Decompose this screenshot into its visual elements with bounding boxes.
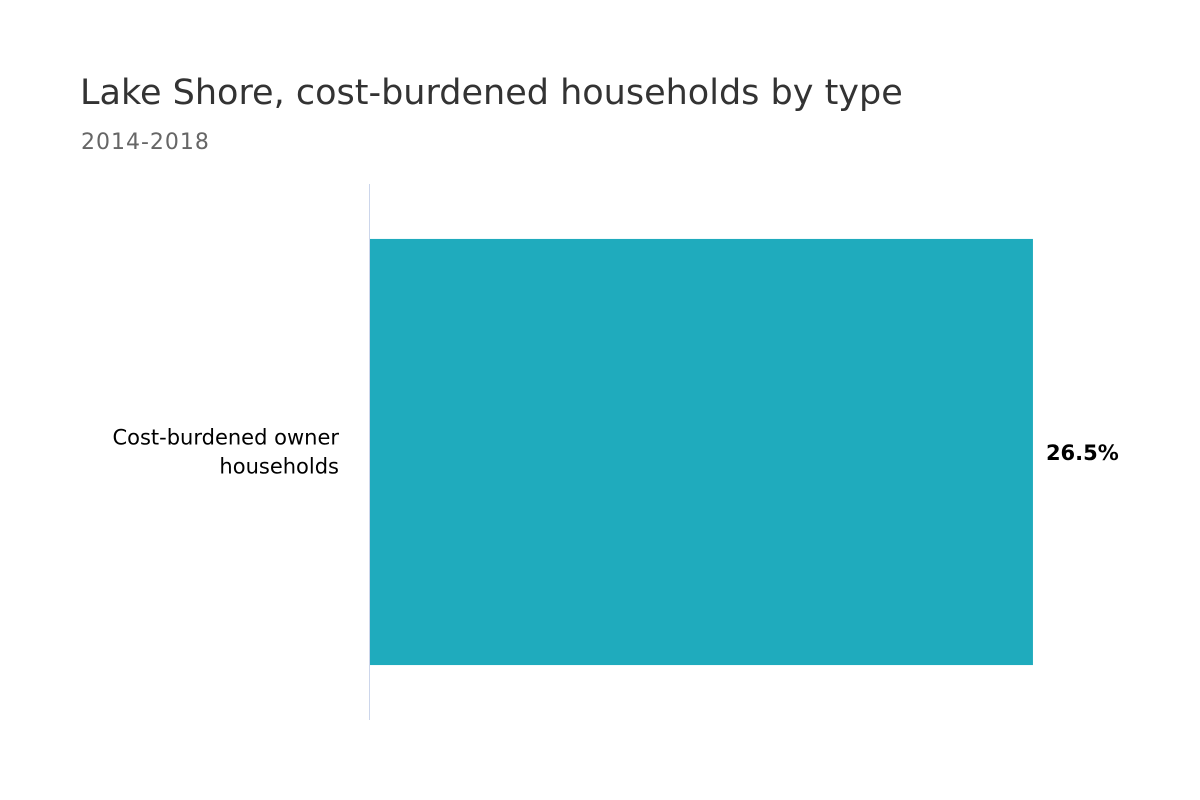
category-label-line: households — [219, 455, 339, 479]
category-label: Cost-burdened owner households — [112, 426, 339, 479]
category-label-line: Cost-burdened owner — [112, 426, 339, 450]
bar[interactable] — [370, 238, 1033, 666]
chart-title: Lake Shore, cost-burdened households by … — [80, 73, 903, 113]
category-labels: Cost-burdened owner households — [112, 426, 339, 479]
bars-layer — [370, 238, 1033, 666]
chart-subtitle: 2014-2018 — [81, 130, 210, 155]
data-label: 26.5% — [1046, 441, 1119, 465]
data-labels: 26.5% — [1046, 441, 1119, 465]
